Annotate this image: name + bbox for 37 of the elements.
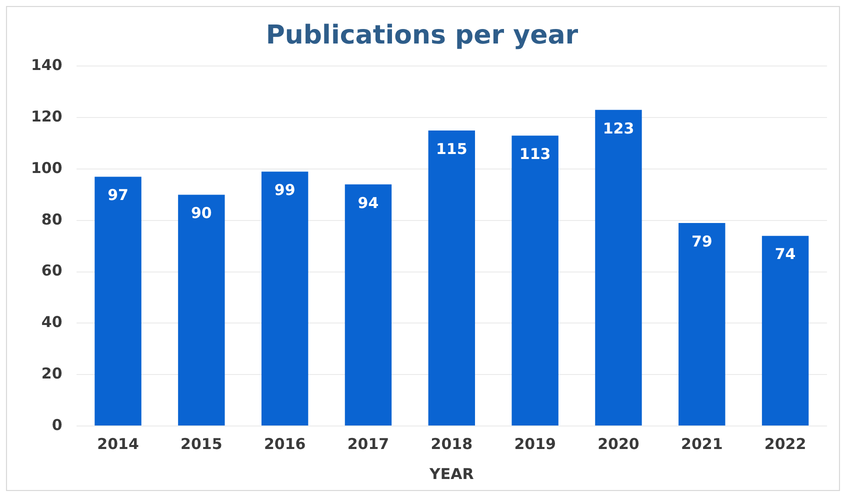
chart-title: Publications per year [266, 20, 578, 50]
x-tick-label: 2017 [347, 434, 390, 453]
x-tick-label: 2019 [514, 434, 556, 453]
x-tick-label: 2022 [764, 434, 806, 453]
x-tick-label: 2016 [264, 434, 306, 453]
y-tick-label: 140 [31, 56, 62, 74]
data-label: 99 [274, 180, 296, 199]
bar [344, 184, 392, 426]
data-label: 123 [602, 119, 634, 138]
data-label: 94 [358, 194, 379, 212]
data-label: 74 [774, 245, 796, 264]
x-tick-label: 2018 [430, 434, 473, 453]
y-tick-label: 120 [31, 107, 62, 126]
bar [261, 172, 308, 426]
bar [94, 176, 142, 426]
bar [512, 136, 558, 426]
bar [595, 110, 642, 426]
y-tick-label: 100 [31, 158, 62, 177]
data-label: 79 [691, 232, 712, 250]
y-tick-label: 0 [52, 416, 62, 434]
x-axis-title: YEAR [428, 464, 474, 483]
data-label: 90 [190, 204, 212, 222]
bar [428, 130, 476, 426]
y-tick-label: 60 [41, 262, 62, 280]
x-tick-label: 2014 [97, 434, 139, 453]
y-tick-label: 80 [41, 210, 62, 228]
data-label: 97 [108, 186, 128, 204]
bar [762, 236, 809, 426]
bar [178, 194, 225, 426]
data-label: 115 [436, 140, 468, 158]
x-tick-label: 2021 [681, 434, 723, 453]
y-tick-label: 20 [41, 364, 62, 382]
x-tick-label: 2015 [180, 434, 222, 453]
data-label: 113 [519, 144, 551, 163]
bar [678, 222, 726, 426]
x-tick-label: 2020 [598, 434, 640, 453]
y-tick-label: 40 [41, 313, 62, 332]
